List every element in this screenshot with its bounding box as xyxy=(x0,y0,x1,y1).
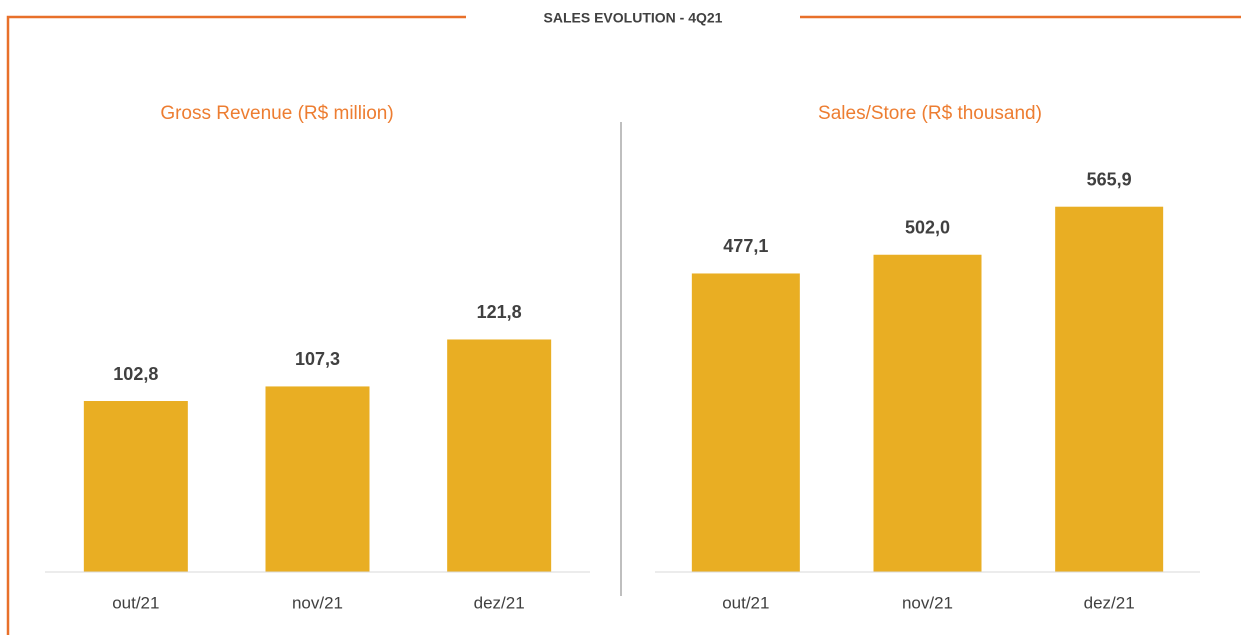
frame-left xyxy=(6,15,466,635)
bar xyxy=(1055,206,1164,572)
bar xyxy=(873,254,982,572)
value-label: 565,9 xyxy=(1087,169,1132,189)
x-tick-label: nov/21 xyxy=(902,593,953,612)
x-tick-label: out/21 xyxy=(112,593,159,612)
bar xyxy=(691,273,800,572)
value-label: 502,0 xyxy=(905,217,950,237)
value-label: 121,8 xyxy=(477,302,522,322)
page-title: SALES EVOLUTION - 4Q21 xyxy=(544,10,723,26)
chart-title: Sales/Store (R$ thousand) xyxy=(818,103,1042,124)
bar xyxy=(83,401,188,572)
chart-title: Gross Revenue (R$ million) xyxy=(160,103,393,124)
x-tick-label: out/21 xyxy=(722,593,769,612)
bar xyxy=(447,339,552,572)
bar xyxy=(265,386,370,572)
x-tick-label: nov/21 xyxy=(292,593,343,612)
value-label: 102,8 xyxy=(113,364,158,384)
x-tick-label: dez/21 xyxy=(1084,593,1135,612)
value-label: 107,3 xyxy=(295,349,340,369)
x-tick-label: dez/21 xyxy=(474,593,525,612)
value-label: 477,1 xyxy=(723,236,768,256)
